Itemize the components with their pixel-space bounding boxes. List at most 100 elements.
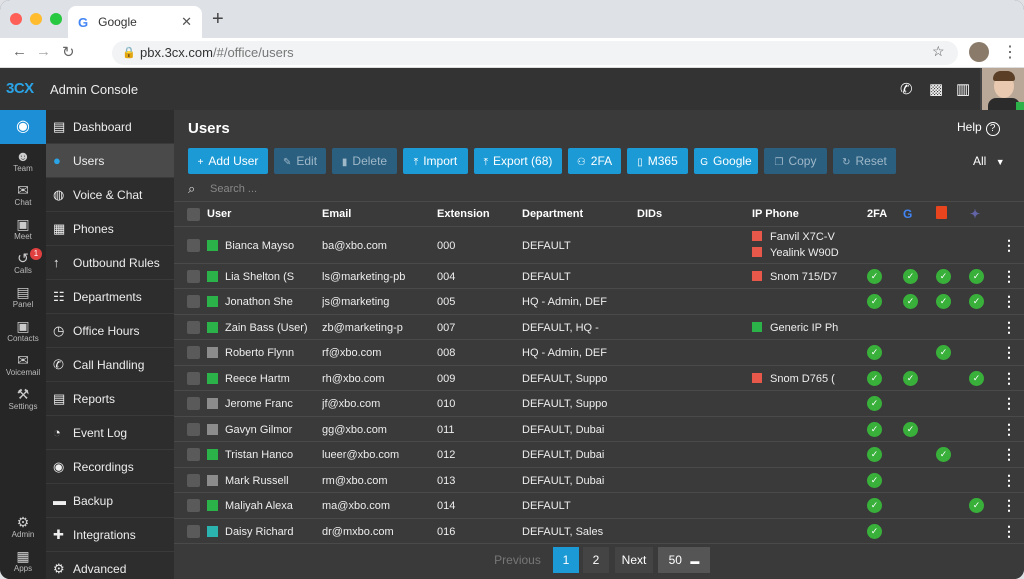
filter-dropdown[interactable]: All ▼ — [973, 154, 1005, 168]
book-icon[interactable]: ▥ — [956, 81, 971, 98]
rail-item-panel[interactable]: ▤ Panel — [0, 284, 46, 309]
toolbar-button-copy[interactable]: ❐ Copy — [764, 148, 827, 174]
cell-name[interactable]: Lia Shelton (S — [225, 271, 295, 283]
phone-icon[interactable]: ✆ — [900, 81, 913, 98]
table-row[interactable]: Jonathon She js@marketing 005 HQ - Admin, D… — [174, 289, 1024, 315]
sidebar-item-reports[interactable]: ▤ Reports — [46, 382, 174, 416]
row-checkbox[interactable] — [187, 239, 200, 252]
page-button-1[interactable]: 1 — [553, 547, 579, 573]
browser-tab[interactable]: G Google ✕ — [68, 6, 202, 38]
row-menu-icon[interactable]: ⋮ — [1002, 472, 1016, 488]
row-checkbox[interactable] — [187, 372, 200, 385]
row-menu-icon[interactable]: ⋮ — [1002, 497, 1016, 513]
sidebar-item-recordings[interactable]: ◉ Recordings — [46, 450, 174, 484]
search-bar[interactable]: ⌕ Search ... — [174, 178, 1024, 202]
col-email[interactable]: Email — [322, 208, 352, 220]
row-menu-icon[interactable]: ⋮ — [1002, 344, 1016, 360]
sidebar-item-backup[interactable]: ▬ Backup — [46, 484, 174, 518]
rail-item-admin[interactable]: ⚙ Admin — [0, 514, 46, 539]
select-all-checkbox[interactable] — [187, 208, 200, 221]
sidebar-item-call-handling[interactable]: ✆ Call Handling — [46, 348, 174, 382]
toolbar-button-reset[interactable]: ↻ Reset — [833, 148, 896, 174]
cell-name[interactable]: Bianca Mayso — [225, 240, 295, 252]
rail-item-settings[interactable]: ⚒ Settings — [0, 386, 46, 411]
rail-item-chat[interactable]: ✉ Chat — [0, 182, 46, 207]
table-row[interactable]: Gavyn Gilmor gg@xbo.com 011 DEFAULT, Dubai ✓… — [174, 417, 1024, 442]
sidebar-item-event-log[interactable]: ◔ Event Log — [46, 416, 174, 450]
cell-name[interactable]: Reece Hartm — [225, 373, 290, 385]
row-menu-icon[interactable]: ⋮ — [1002, 446, 1016, 462]
rail-item-calls[interactable]: ↺ Calls 1 — [0, 248, 46, 275]
table-row[interactable]: Reece Hartm rh@xbo.com 009 DEFAULT, Suppo Sn… — [174, 366, 1024, 391]
table-row[interactable]: Bianca Mayso ba@xbo.com 000 DEFAULT Fanvil X… — [174, 228, 1024, 264]
sidebar-item-voice-chat[interactable]: ◍ Voice & Chat — [46, 178, 174, 212]
toolbar-button-m365[interactable]: ▯ M365 — [627, 148, 688, 174]
cell-name[interactable]: Tristan Hanco — [225, 449, 294, 461]
row-checkbox[interactable] — [187, 270, 200, 283]
col-2fa[interactable]: 2FA — [867, 208, 888, 220]
new-tab-button[interactable]: + — [212, 8, 224, 30]
toolbar-button-edit[interactable]: ✎ Edit — [274, 148, 326, 174]
row-menu-icon[interactable]: ⋮ — [1002, 293, 1016, 309]
table-row[interactable]: Lia Shelton (S ls@marketing-pb 004 DEFAULT S… — [174, 264, 1024, 289]
url-field[interactable]: 🔒 pbx.3cx.com/#/office/users — [112, 41, 958, 65]
row-menu-icon[interactable]: ⋮ — [1002, 421, 1016, 437]
table-row[interactable]: Maliyah Alexa ma@xbo.com 014 DEFAULT ✓ ✓ ⋮ — [174, 493, 1024, 519]
row-checkbox[interactable] — [187, 397, 200, 410]
page-size-select[interactable]: 50 ▬ — [658, 547, 710, 573]
table-row[interactable]: Mark Russell rm@xbo.com 013 DEFAULT, Dubai ✓… — [174, 468, 1024, 493]
table-row[interactable]: Zain Bass (User) zb@marketing-p 007 DEFAULT… — [174, 315, 1024, 340]
cell-name[interactable]: Gavyn Gilmor — [225, 424, 293, 436]
qr-code-icon[interactable]: ▩ — [929, 81, 944, 98]
minimize-window-button[interactable] — [30, 13, 42, 25]
cell-name[interactable]: Maliyah Alexa — [225, 500, 293, 512]
table-row[interactable]: Daisy Richard dr@mxbo.com 016 DEFAULT, Sale… — [174, 519, 1024, 544]
sidebar-item-outbound-rules[interactable]: ↑ Outbound Rules — [46, 246, 174, 280]
table-row[interactable]: Tristan Hanco lueer@xbo.com 012 DEFAULT, Du… — [174, 442, 1024, 468]
cell-name[interactable]: Roberto Flynn — [225, 347, 295, 359]
sidebar-item-users[interactable]: ● Users — [46, 144, 174, 178]
close-tab-icon[interactable]: ✕ — [181, 14, 192, 29]
search-input[interactable]: Search ... — [210, 183, 258, 195]
table-row[interactable]: Roberto Flynn rf@xbo.com 008 HQ - Admin, DE… — [174, 340, 1024, 366]
col-user[interactable]: User — [207, 208, 232, 220]
row-checkbox[interactable] — [187, 321, 200, 334]
toolbar-button-google[interactable]: G Google — [694, 148, 758, 174]
sidebar-item-phones[interactable]: ▦ Phones — [46, 212, 174, 246]
col-department[interactable]: Department — [522, 208, 584, 220]
back-icon[interactable]: ← — [12, 43, 27, 60]
row-menu-icon[interactable]: ⋮ — [1002, 523, 1016, 539]
row-checkbox[interactable] — [187, 423, 200, 436]
table-row[interactable]: Jerome Franc jf@xbo.com 010 DEFAULT, Suppo ✓… — [174, 391, 1024, 417]
browser-menu-icon[interactable]: ⋮ — [1002, 44, 1018, 61]
page-button-2[interactable]: 2 — [583, 547, 609, 573]
row-checkbox[interactable] — [187, 499, 200, 512]
row-checkbox[interactable] — [187, 525, 200, 538]
sidebar-item-advanced[interactable]: ⚙ Advanced — [46, 552, 174, 579]
cell-name[interactable]: Jerome Franc — [225, 398, 293, 410]
row-menu-icon[interactable]: ⋮ — [1002, 319, 1016, 335]
col-ip-phone[interactable]: IP Phone — [752, 208, 799, 220]
sidebar-item-office-hours[interactable]: ◷ Office Hours — [46, 314, 174, 348]
close-window-button[interactable] — [10, 13, 22, 25]
rail-item-team[interactable]: ☻ Team — [0, 148, 46, 173]
rail-item-contacts[interactable]: ▣ Contacts — [0, 318, 46, 343]
next-button[interactable]: Next — [615, 547, 653, 573]
toolbar-button-delete[interactable]: ▮ Delete — [332, 148, 397, 174]
cell-name[interactable]: Zain Bass (User) — [225, 322, 308, 334]
reload-icon[interactable]: ↻ — [62, 44, 75, 61]
row-checkbox[interactable] — [187, 448, 200, 461]
admin-console-icon[interactable]: ◉ — [0, 110, 46, 144]
row-menu-icon[interactable]: ⋮ — [1002, 237, 1016, 253]
maximize-window-button[interactable] — [50, 13, 62, 25]
help-button[interactable]: Help? — [957, 120, 1000, 136]
row-checkbox[interactable] — [187, 295, 200, 308]
toolbar-button-import[interactable]: ⤒ Import — [403, 148, 468, 174]
forward-icon[interactable]: → — [36, 43, 51, 60]
toolbar-button-2fa[interactable]: ⚇ 2FA — [568, 148, 621, 174]
row-checkbox[interactable] — [187, 474, 200, 487]
bookmark-star-icon[interactable]: ☆ — [932, 43, 945, 59]
cell-name[interactable]: Daisy Richard — [225, 526, 294, 538]
row-menu-icon[interactable]: ⋮ — [1002, 370, 1016, 386]
sidebar-item-departments[interactable]: ☷ Departments — [46, 280, 174, 314]
